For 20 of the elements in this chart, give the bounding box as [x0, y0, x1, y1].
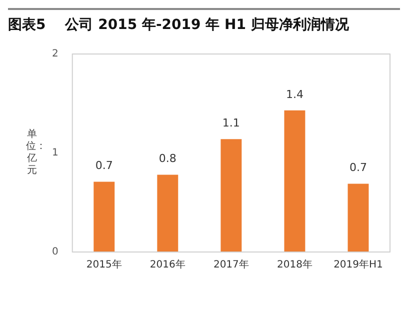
y-tick-label: 0: [52, 246, 58, 258]
chart-title: 图表5 公司 2015 年-2019 年 H1 归母净利润情况: [8, 8, 400, 34]
data-label: 1.1: [222, 116, 240, 130]
x-tick-label: 2019年H1: [334, 258, 383, 271]
x-tick-label: 2016年: [150, 258, 186, 271]
y-axis-title: 单位：亿元: [26, 129, 46, 177]
bar: [348, 184, 369, 252]
x-tick-label: 2017年: [213, 258, 249, 271]
bar: [284, 110, 306, 252]
bar: [157, 174, 178, 252]
data-label: 0.7: [349, 161, 367, 174]
x-tick-label: 2015年: [86, 258, 122, 271]
data-label: 0.8: [158, 152, 176, 166]
x-tick-label: 2018年: [276, 258, 312, 271]
y-tick-label: 1: [52, 148, 58, 159]
data-label: 0.7: [95, 159, 113, 172]
data-label: 1.4: [286, 88, 304, 101]
bar: [220, 139, 242, 252]
bar: [94, 182, 115, 252]
y-tick-label: 2: [52, 48, 58, 60]
